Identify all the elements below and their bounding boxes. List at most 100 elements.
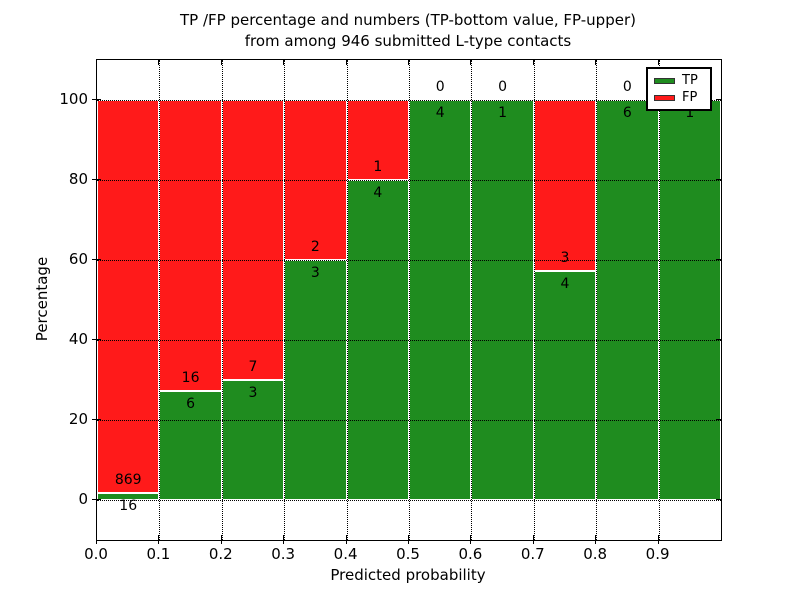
y-tick-label: 40 [68, 330, 88, 348]
x-tick [345, 535, 347, 544]
tp-bar [409, 100, 472, 500]
x-gridline [346, 60, 348, 540]
tp-count-label: 6 [186, 395, 196, 412]
legend-label-fp: FP [682, 90, 698, 105]
fp-count-label: 16 [181, 369, 200, 386]
x-tick-top [595, 60, 597, 65]
tp-count-label: 3 [248, 385, 258, 401]
x-tick-top [220, 60, 222, 65]
legend-label-tp: TP [682, 73, 698, 88]
legend-item-tp: TP [654, 73, 704, 88]
x-tick-top [408, 60, 409, 65]
y-axis-label: Percentage [33, 256, 51, 342]
fp-count-label: 0 [498, 79, 508, 95]
y-tick [92, 499, 101, 500]
y-tick [92, 259, 101, 260]
tp-count-label: 1 [685, 105, 695, 121]
x-tick-top [96, 60, 97, 65]
x-tick-top [345, 60, 347, 65]
x-tick-label: 0.5 [396, 545, 420, 563]
x-gridline [284, 60, 286, 540]
chart-title-line1: TP /FP percentage and numbers (TP-bottom… [180, 11, 636, 29]
tp-count-label: 4 [560, 276, 570, 293]
x-gridline [409, 60, 410, 540]
tp-bar [471, 100, 534, 500]
y-tick-label: 20 [68, 410, 88, 428]
x-tick-label: 0.1 [146, 545, 171, 563]
x-tick-top [158, 60, 160, 65]
legend: TP FP [646, 67, 712, 111]
fp-bar [97, 100, 160, 493]
y-tick-right [716, 339, 721, 340]
x-tick [532, 535, 534, 544]
x-tick-label: 0.8 [583, 545, 608, 563]
tp-count-label: 1 [498, 105, 508, 121]
tp-count-label: 16 [119, 497, 138, 514]
fp-count-label: 0 [435, 79, 445, 95]
x-tick-label: 0.6 [458, 545, 483, 563]
x-tick-label: 0.3 [271, 545, 296, 563]
y-tick [92, 419, 101, 420]
tp-bar [596, 100, 659, 500]
x-tick-label: 0.9 [645, 545, 670, 563]
x-axis-label: Predicted probability [330, 566, 486, 584]
x-tick-top [532, 60, 534, 65]
y-tick-label: 60 [68, 250, 88, 268]
fp-count-label: 1 [373, 159, 383, 175]
x-tick-label: 0.7 [520, 545, 545, 563]
y-tick-right [716, 99, 721, 100]
x-tick [158, 535, 160, 544]
x-tick-label: 0.0 [84, 545, 108, 563]
y-tick-label: 0 [78, 490, 88, 508]
tp-count-label: 3 [310, 265, 320, 281]
x-tick [470, 535, 472, 544]
tp-count-label: 6 [622, 105, 632, 121]
tp-bar [533, 271, 597, 500]
x-tick-top [470, 60, 472, 65]
tp-bar [97, 492, 160, 500]
x-tick-top [657, 60, 659, 65]
legend-item-fp: FP [654, 90, 704, 105]
y-tick [92, 339, 101, 340]
x-tick [220, 535, 222, 544]
x-tick [408, 535, 409, 544]
tp-swatch-icon [654, 77, 675, 84]
fp-count-label: 0 [622, 79, 632, 95]
tp-bar [284, 260, 347, 500]
fp-count-label: 869 [114, 471, 142, 488]
x-gridline [159, 60, 161, 540]
y-tick-right [716, 259, 721, 260]
x-gridline [533, 60, 535, 540]
fp-swatch-icon [654, 94, 675, 101]
tp-bar [658, 100, 721, 500]
tp-count-label: 4 [435, 105, 445, 121]
y-tick-right [716, 499, 721, 500]
x-gridline [658, 60, 660, 540]
y-tick [92, 179, 101, 180]
fp-count-label: 2 [310, 239, 320, 255]
fp-count-label: 7 [248, 359, 258, 375]
x-gridline [471, 60, 473, 540]
y-tick-right [716, 179, 721, 180]
x-gridline [221, 60, 223, 540]
x-tick [283, 535, 285, 544]
y-tick-right [716, 419, 721, 420]
fp-bar [221, 100, 285, 380]
y-tick [92, 99, 101, 100]
x-tick-top [283, 60, 285, 65]
x-tick [595, 535, 597, 544]
tp-bar [159, 390, 222, 500]
fp-bar [159, 100, 222, 391]
fp-count-label: 3 [560, 250, 570, 267]
x-tick-label: 0.2 [208, 545, 233, 563]
chart-title-line2: from among 946 submitted L-type contacts [244, 32, 572, 50]
tp-count-label: 4 [373, 185, 383, 201]
x-tick [96, 535, 97, 544]
y-tick-label: 100 [59, 90, 88, 108]
y-tick-label: 80 [68, 170, 88, 188]
x-gridline [596, 60, 598, 540]
fp-bar [533, 100, 597, 272]
x-tick [657, 535, 659, 544]
x-tick-label: 0.4 [333, 545, 358, 563]
